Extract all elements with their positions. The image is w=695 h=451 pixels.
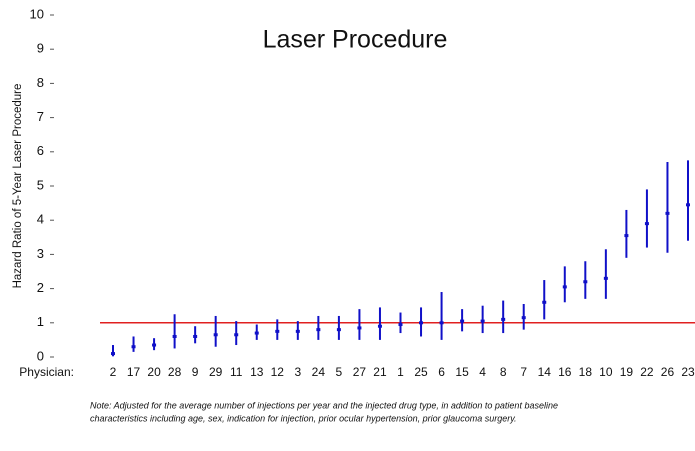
point — [583, 280, 588, 284]
x-tick-label: 15 — [455, 365, 469, 379]
x-tick-label: 21 — [373, 365, 387, 379]
point — [439, 321, 444, 325]
x-tick-label: 1 — [397, 365, 404, 379]
x-tick-label: 20 — [147, 365, 161, 379]
point — [275, 329, 280, 333]
x-tick-label: 23 — [681, 365, 695, 379]
x-tick-label: 12 — [271, 365, 285, 379]
x-tick-label: 11 — [230, 365, 243, 379]
y-tick-label: 4 — [37, 212, 44, 227]
x-axis-label: Physician: — [19, 365, 74, 379]
x-tick-label: 10 — [599, 365, 613, 379]
point — [254, 331, 259, 335]
point — [460, 319, 465, 323]
point — [193, 334, 198, 338]
x-tick-label: 27 — [353, 365, 367, 379]
y-tick-label: 9 — [37, 41, 44, 56]
point — [686, 203, 690, 207]
chart-title: Laser Procedure — [263, 26, 448, 54]
point — [480, 319, 485, 323]
point — [111, 352, 115, 356]
point — [295, 329, 300, 333]
point — [521, 316, 526, 320]
y-tick-label: 8 — [37, 75, 44, 90]
y-axis-label: Hazard Ratio of 5-Year Laser Procedure — [12, 84, 24, 289]
point — [501, 317, 506, 321]
x-tick-label: 5 — [336, 365, 343, 379]
point — [336, 328, 341, 332]
y-tick-label: 6 — [37, 143, 44, 158]
note: characteristics including age, sex, indi… — [90, 413, 517, 423]
x-tick-label: 6 — [438, 365, 445, 379]
point — [542, 300, 547, 304]
point — [234, 333, 239, 337]
y-tick-label: 5 — [37, 177, 44, 192]
point — [562, 285, 567, 289]
x-tick-label: 7 — [520, 365, 527, 379]
x-tick-label: 4 — [479, 365, 486, 379]
x-tick-label: 14 — [538, 365, 552, 379]
point — [131, 345, 136, 349]
x-tick-label: 17 — [127, 365, 141, 379]
point — [152, 343, 157, 347]
x-tick-label: 29 — [209, 365, 223, 379]
x-tick-label: 19 — [620, 365, 634, 379]
x-tick-label: 22 — [640, 365, 654, 379]
point — [665, 211, 670, 215]
y-tick-label: 1 — [37, 314, 44, 329]
x-tick-label: 28 — [168, 365, 182, 379]
point — [603, 276, 608, 280]
x-tick-label: 26 — [661, 365, 675, 379]
y-tick-label: 10 — [30, 6, 44, 21]
point — [644, 222, 649, 226]
point — [624, 234, 629, 238]
point — [172, 334, 177, 338]
y-tick-label: 3 — [37, 246, 44, 261]
point — [377, 324, 382, 328]
x-tick-label: 18 — [579, 365, 593, 379]
x-tick-label: 3 — [294, 365, 301, 379]
y-tick-label: 0 — [37, 348, 44, 363]
x-tick-label: 24 — [312, 365, 326, 379]
point — [419, 321, 424, 325]
point — [316, 328, 321, 332]
point — [213, 333, 218, 337]
y-tick-label: 7 — [37, 109, 44, 124]
x-tick-label: 2 — [110, 365, 117, 379]
x-tick-label: 13 — [250, 365, 264, 379]
point — [357, 326, 362, 330]
x-tick-label: 16 — [558, 365, 572, 379]
x-tick-label: 8 — [500, 365, 507, 379]
y-tick-label: 2 — [37, 280, 44, 295]
note: Note: Adjusted for the average number of… — [90, 400, 558, 410]
point — [398, 323, 403, 327]
x-tick-label: 25 — [414, 365, 428, 379]
x-tick-label: 9 — [192, 365, 199, 379]
